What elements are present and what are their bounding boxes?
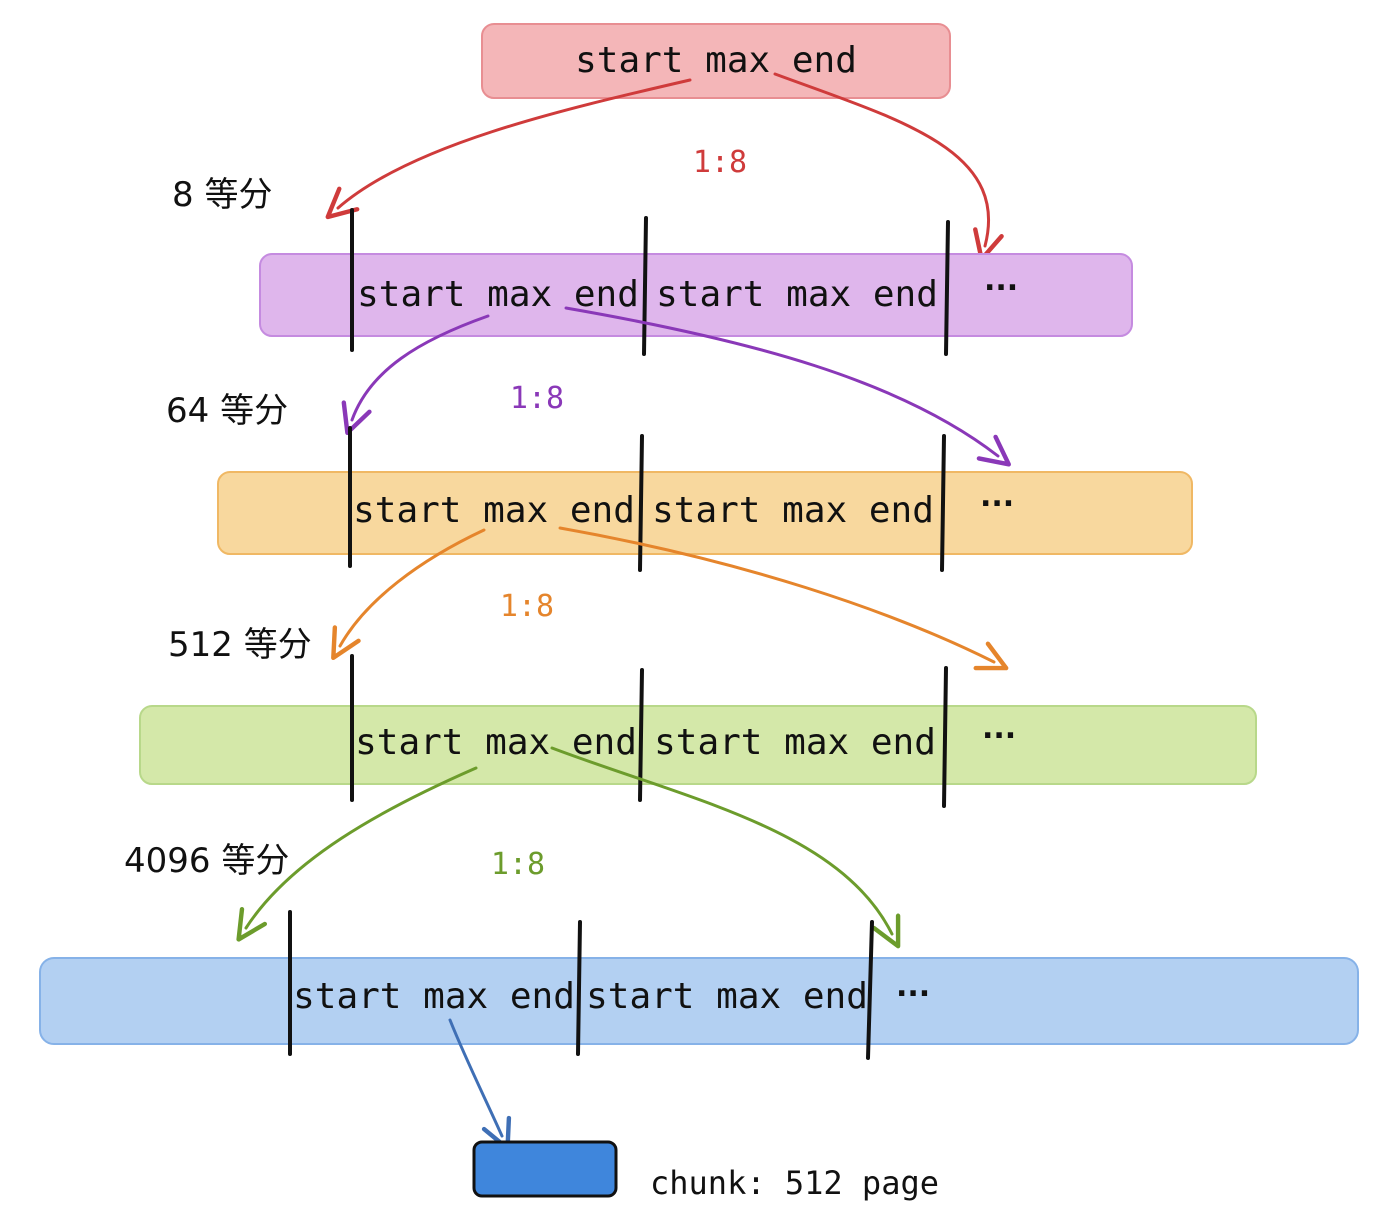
level-1-ellipsis: ... <box>984 263 1018 298</box>
level-2-cell-2: start max end <box>652 490 934 531</box>
chunk-label: chunk: 512 page <box>650 1164 939 1202</box>
ratio-level-1: 1:8 <box>693 145 747 180</box>
chunk-box <box>472 1140 618 1198</box>
arrow-l2-to-l3-first <box>331 528 486 661</box>
arrows-level-2: 1:8 <box>341 306 1011 467</box>
level-4-label: 4096 等分 <box>124 841 289 881</box>
level-3-ellipsis: ... <box>982 711 1016 746</box>
arrow-l1-to-l2-last <box>564 306 1011 467</box>
arrows-level-4: 1:8 <box>236 746 901 949</box>
level-4-box <box>39 957 1359 1045</box>
root-node: start max end <box>481 23 951 99</box>
level-4-bar: start max end start max end ... <box>39 910 1359 1060</box>
arrow-root-to-last <box>773 72 1004 262</box>
level-1-divider-3 <box>944 220 950 356</box>
level-3-cell-2: start max end <box>654 722 936 763</box>
ratio-level-3: 1:8 <box>500 589 554 624</box>
level-2-cell-1: start max end <box>353 490 635 531</box>
level-4-cell-2: start max end <box>586 976 868 1017</box>
level-1-cell-2: start max end <box>656 274 938 315</box>
level-4-divider-2 <box>576 920 582 1056</box>
ratio-level-4: 1:8 <box>491 847 545 882</box>
level-4-cell-1: start max end <box>293 976 575 1017</box>
level-3-box <box>139 705 1257 785</box>
level-2-divider-3 <box>940 434 946 572</box>
arrow-root-to-first <box>325 78 692 220</box>
level-2-label: 64 等分 <box>166 391 288 431</box>
level-2-divider-2 <box>638 434 644 572</box>
arrow-to-chunk <box>448 1018 512 1151</box>
level-3-bar: start max end start max end ... <box>139 654 1257 808</box>
ratio-level-2: 1:8 <box>510 381 564 416</box>
arrow-l3-to-l4-last <box>550 746 901 949</box>
level-3-cell-1: start max end <box>355 722 637 763</box>
level-1-divider-2 <box>642 216 648 356</box>
root-box <box>481 23 951 99</box>
level-3-label: 512 等分 <box>168 625 312 665</box>
arrow-l2-to-l3-last <box>558 526 1009 671</box>
level-2-bar: start max end start max end ... <box>217 426 1193 572</box>
level-1-label: 8 等分 <box>172 175 272 215</box>
arrows-level-3: 1:8 <box>331 526 1009 671</box>
arrow-l1-to-l2-first <box>341 314 490 436</box>
chunk-node: chunk: 512 page <box>472 1140 939 1202</box>
level-2-box <box>217 471 1193 555</box>
level-2-ellipsis: ... <box>980 479 1014 514</box>
root-text: start max end <box>575 40 857 81</box>
arrows-level-1: 1:8 <box>325 72 1004 262</box>
level-1-cell-1: start max end <box>357 274 639 315</box>
level-3-divider-3 <box>942 666 948 808</box>
arrow-l3-to-l4-first <box>236 766 478 942</box>
level-1-box <box>259 253 1133 337</box>
level-4-divider-3 <box>866 920 874 1060</box>
level-1-bar: start max end start max end ... <box>259 208 1133 356</box>
level-4-ellipsis: ... <box>896 969 930 1004</box>
